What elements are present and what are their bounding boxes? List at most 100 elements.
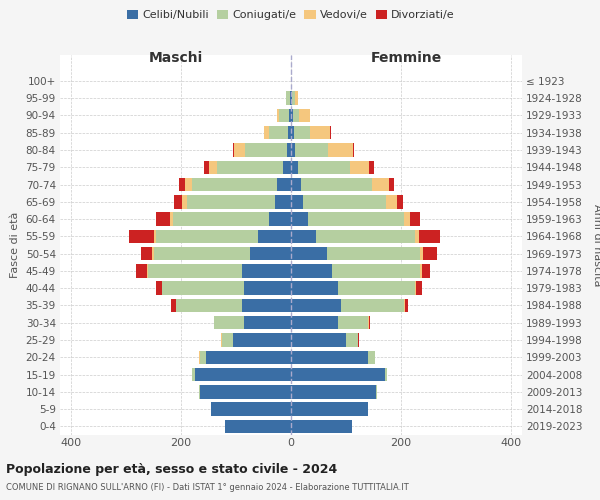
Bar: [263, 126, 269, 140]
Bar: [419, 230, 440, 243]
Bar: [298, 160, 350, 174]
Bar: [287, 144, 291, 156]
Bar: [310, 126, 329, 140]
Bar: [250, 247, 291, 260]
Bar: [258, 230, 291, 243]
Bar: [368, 316, 369, 330]
Bar: [199, 385, 200, 398]
Bar: [291, 160, 298, 174]
Text: Popolazione per età, sesso e stato civile - 2024: Popolazione per età, sesso e stato civil…: [6, 462, 337, 475]
Bar: [269, 212, 291, 226]
Bar: [214, 316, 244, 330]
Bar: [288, 126, 291, 140]
Bar: [295, 144, 328, 156]
Bar: [244, 316, 291, 330]
Bar: [277, 178, 291, 192]
Bar: [204, 160, 209, 174]
Bar: [173, 212, 269, 226]
Bar: [291, 212, 308, 226]
Bar: [217, 160, 283, 174]
Bar: [416, 282, 422, 295]
Bar: [294, 126, 310, 140]
Bar: [291, 230, 316, 243]
Bar: [291, 368, 385, 382]
Bar: [129, 230, 154, 243]
Bar: [291, 92, 292, 105]
Bar: [291, 247, 327, 260]
Bar: [179, 178, 185, 192]
Bar: [136, 264, 147, 278]
Bar: [291, 402, 368, 416]
Bar: [233, 334, 291, 346]
Bar: [286, 92, 290, 105]
Legend: Celibi/Nubili, Coniugati/e, Vedovi/e, Divorziati/e: Celibi/Nubili, Coniugati/e, Vedovi/e, Di…: [123, 6, 459, 25]
Bar: [420, 247, 423, 260]
Bar: [291, 195, 303, 208]
Text: Femmine: Femmine: [371, 50, 442, 64]
Bar: [404, 212, 410, 226]
Bar: [182, 195, 187, 208]
Bar: [327, 247, 420, 260]
Bar: [211, 402, 291, 416]
Bar: [221, 334, 222, 346]
Bar: [152, 247, 154, 260]
Bar: [291, 282, 338, 295]
Bar: [275, 195, 291, 208]
Bar: [176, 298, 241, 312]
Bar: [291, 126, 294, 140]
Bar: [147, 264, 148, 278]
Bar: [291, 316, 338, 330]
Bar: [269, 126, 288, 140]
Bar: [290, 92, 291, 105]
Bar: [291, 264, 332, 278]
Bar: [369, 160, 373, 174]
Bar: [369, 316, 370, 330]
Bar: [187, 195, 275, 208]
Bar: [283, 160, 291, 174]
Bar: [195, 368, 291, 382]
Bar: [156, 230, 258, 243]
Bar: [280, 108, 289, 122]
Y-axis label: Anni di nascita: Anni di nascita: [592, 204, 600, 286]
Bar: [329, 126, 331, 140]
Bar: [299, 108, 310, 122]
Bar: [410, 212, 420, 226]
Bar: [291, 334, 346, 346]
Bar: [245, 144, 287, 156]
Bar: [154, 247, 250, 260]
Bar: [291, 178, 301, 192]
Bar: [162, 282, 244, 295]
Bar: [420, 264, 422, 278]
Bar: [154, 230, 156, 243]
Bar: [423, 247, 437, 260]
Bar: [295, 92, 298, 105]
Bar: [332, 264, 420, 278]
Bar: [209, 160, 217, 174]
Bar: [277, 108, 280, 122]
Bar: [415, 282, 416, 295]
Y-axis label: Fasce di età: Fasce di età: [10, 212, 20, 278]
Bar: [192, 178, 277, 192]
Bar: [291, 350, 368, 364]
Bar: [358, 334, 359, 346]
Bar: [422, 264, 430, 278]
Bar: [328, 144, 353, 156]
Bar: [291, 298, 341, 312]
Bar: [192, 368, 195, 382]
Bar: [206, 350, 291, 364]
Bar: [293, 108, 299, 122]
Bar: [244, 282, 291, 295]
Bar: [225, 420, 291, 433]
Bar: [368, 350, 374, 364]
Bar: [397, 195, 403, 208]
Bar: [174, 195, 182, 208]
Bar: [200, 385, 291, 398]
Bar: [353, 144, 354, 156]
Bar: [291, 144, 295, 156]
Bar: [338, 282, 415, 295]
Bar: [235, 144, 245, 156]
Bar: [291, 420, 352, 433]
Bar: [373, 178, 389, 192]
Bar: [316, 230, 415, 243]
Bar: [185, 178, 192, 192]
